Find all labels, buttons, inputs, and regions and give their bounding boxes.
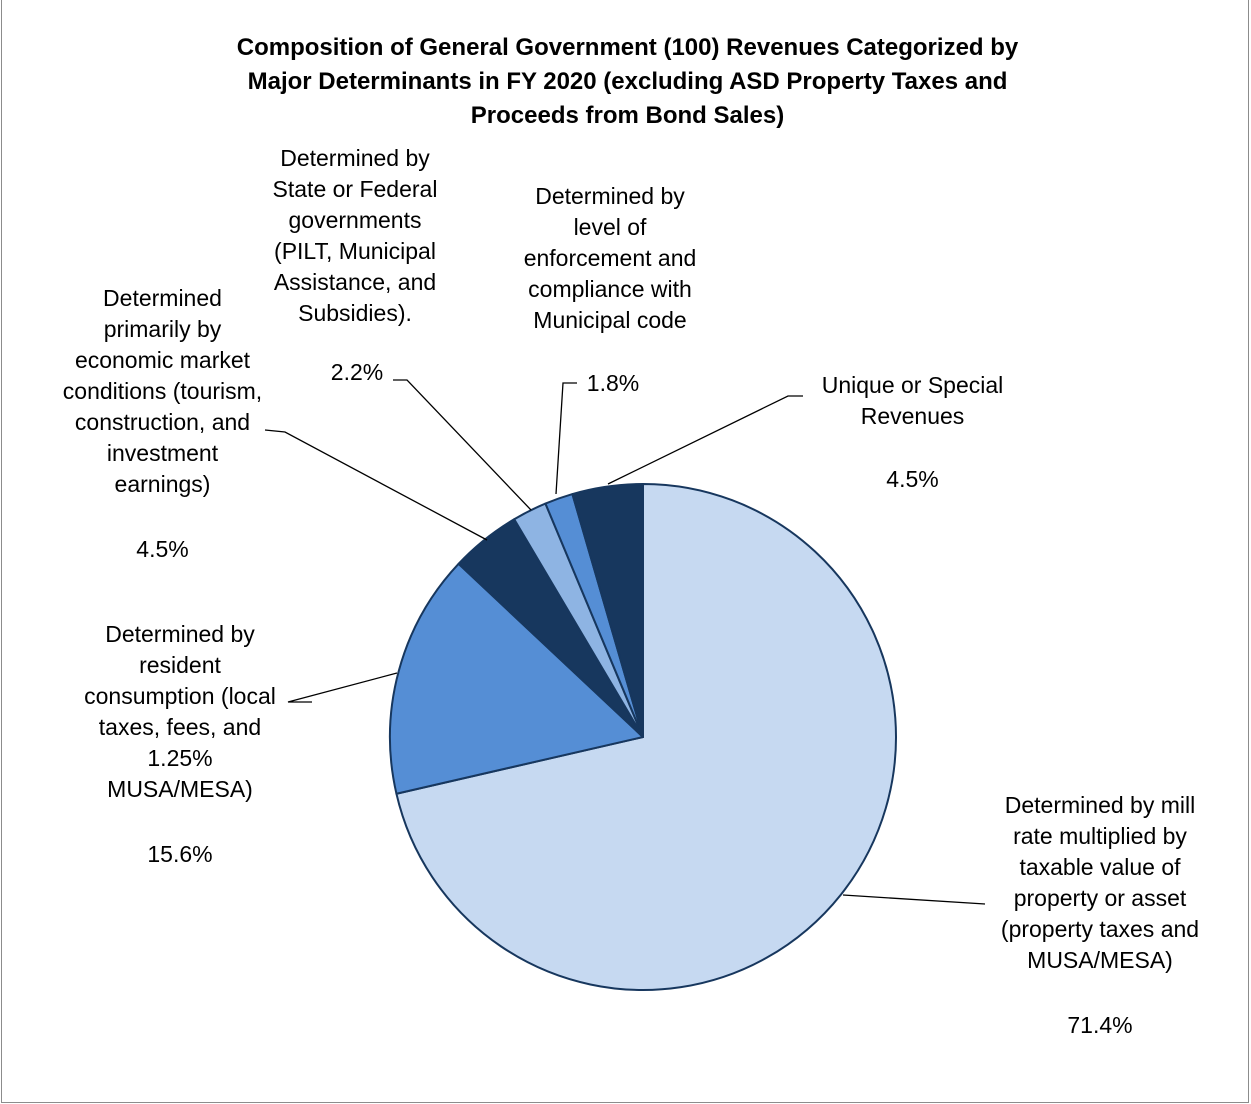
slice-percent-label: 71.4%: [1067, 1012, 1133, 1038]
slice-label-line: earnings): [114, 471, 211, 497]
leader-line-enforcement: [555, 382, 577, 495]
slice-property-tax: [395, 483, 897, 991]
slice-label-line: Municipal code: [533, 307, 687, 333]
slice-label-line: primarily by: [103, 316, 222, 342]
pie-slices: [389, 483, 897, 991]
slice-label-line: Determined by: [105, 621, 255, 647]
slice-label-enforcement: Determined by level of enforcement and comp…: [480, 181, 740, 396]
slice-label-line: MUSA/MESA): [107, 776, 253, 802]
slice-label-line: consumption (local: [84, 683, 276, 709]
slice-percent-label: 1.8%: [586, 370, 640, 396]
slice-percent-label: 15.6%: [147, 841, 213, 867]
chart-title: Composition of General Government (100) …: [100, 31, 1155, 133]
slice-percent-label: 4.5%: [136, 536, 189, 562]
slice-label-line: 1.25%: [147, 745, 213, 771]
chart-title-line-3: Proceeds from Bond Sales): [470, 102, 785, 129]
slice-label-property-tax: Determined by mill rate multiplied by taxa…: [965, 790, 1235, 1041]
leader-line-property-tax: [842, 894, 986, 905]
slice-percent-label: 2.2%: [330, 359, 384, 385]
slice-label-line: MUSA/MESA): [1027, 947, 1173, 973]
slice-percent-label: 4.5%: [886, 466, 939, 492]
slice-label-line: resident: [139, 652, 221, 678]
slice-label-line: Assistance, and: [273, 269, 437, 295]
slice-label-resident-consumption: Determined by resident consumption (local t…: [60, 619, 300, 870]
leader-line-resident-consumption: [287, 672, 398, 703]
slice-label-line: rate multiplied by: [1013, 823, 1187, 849]
slice-label-line: State or Federal: [272, 176, 438, 202]
slice-label-line: construction, and: [74, 409, 251, 435]
slice-label-line: Revenues: [860, 403, 965, 429]
slice-label-market-conditions: Determined primarily by economic market con…: [30, 283, 295, 565]
slice-label-line: investment: [106, 440, 219, 466]
slice-label-line: property or asset: [1013, 885, 1187, 911]
slice-label-line: Subsidies).: [298, 300, 412, 326]
slice-label-line: (property taxes and: [1000, 916, 1200, 942]
slice-label-line: taxable value of: [1019, 854, 1181, 880]
slice-label-line: taxes, fees, and: [98, 714, 262, 740]
slice-special-revenues: [571, 483, 644, 738]
slice-label-line: Determined by: [535, 183, 685, 209]
slice-label-line: governments: [288, 207, 422, 233]
chart-title-line-2: Major Determinants in FY 2020 (excluding…: [247, 68, 1008, 95]
slice-label-line: Determined: [103, 285, 222, 311]
slice-label-line: compliance with: [528, 276, 692, 302]
slice-label-line: conditions (tourism,: [62, 378, 263, 404]
slice-label-special-revenues: Unique or Special Revenues 4.5%: [800, 370, 1025, 495]
chart-title-line-1: Composition of General Government (100) …: [236, 34, 1019, 61]
slice-label-line: Unique or Special: [821, 372, 1004, 398]
slice-label-line: Determined by: [280, 145, 430, 171]
slice-label-state-federal: Determined by State or Federal governments…: [225, 143, 485, 385]
slice-label-line: Determined by mill: [1004, 792, 1196, 818]
slice-label-line: level of: [573, 214, 647, 240]
slice-label-line: enforcement and: [523, 245, 697, 271]
leader-lines: [264, 379, 986, 905]
slice-label-line: (PILT, Municipal: [274, 238, 436, 264]
leader-line-special-revenues: [607, 395, 803, 485]
leader-line-state-federal: [393, 379, 532, 511]
slice-resident-consumption: [389, 562, 644, 795]
slice-label-line: economic market: [74, 347, 251, 373]
leader-line-market-conditions: [264, 429, 488, 541]
